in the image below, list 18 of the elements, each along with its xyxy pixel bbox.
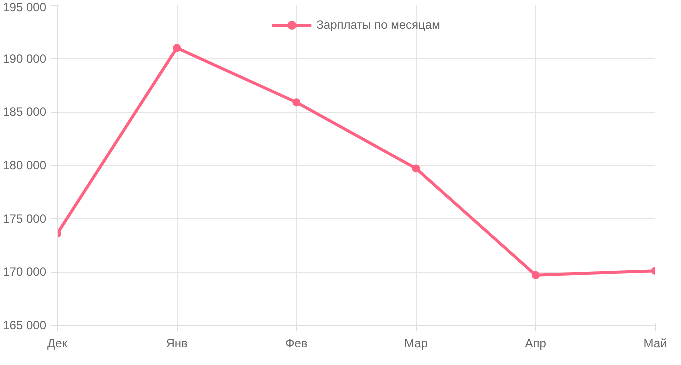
x-tick-label: Дек (47, 336, 68, 350)
y-tick-label: 175 000 (3, 212, 47, 226)
point (292, 98, 301, 107)
point (532, 271, 540, 280)
y-tick-label: 170 000 (3, 265, 47, 280)
y-tick-label: 180 000 (3, 158, 47, 172)
y-tick-label: 165 000 (3, 318, 47, 332)
legend-label: Зарплаты по месяцам (316, 18, 440, 32)
y-tick-label: 185 000 (3, 105, 47, 120)
point (412, 164, 420, 173)
x-tick-label: Фев (286, 336, 308, 350)
x-tick-label: Май (644, 336, 668, 350)
y-tick-label: 195 000 (3, 0, 47, 14)
x-tick-label: Янв (166, 336, 188, 350)
x-tick-label: Мар (404, 336, 428, 350)
point (173, 44, 182, 52)
x-tick-label: Апр (525, 336, 547, 350)
y-tick-label: 190 000 (3, 52, 47, 66)
